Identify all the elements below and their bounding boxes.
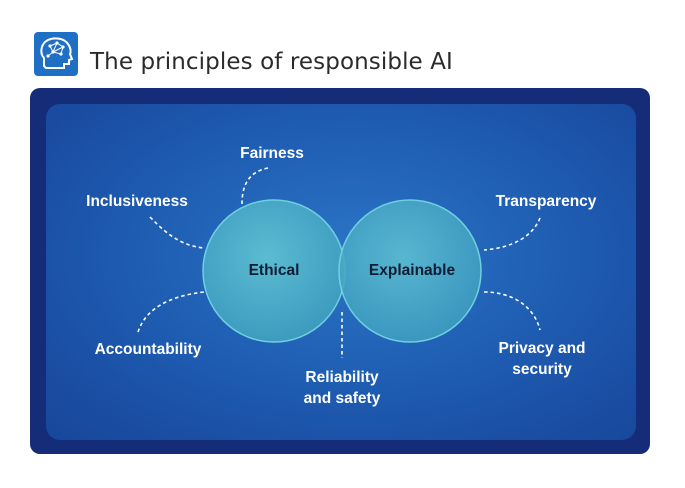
inclusiveness-label: Inclusiveness (86, 193, 188, 210)
explainable-circle (338, 199, 482, 343)
brain-head-icon (34, 32, 78, 76)
fairness-connector (241, 167, 269, 205)
fairness-label: Fairness (240, 145, 304, 162)
accountability-connector (137, 291, 205, 333)
reliability-label: Reliability and safety (303, 369, 381, 407)
ethical-label: Ethical (248, 262, 300, 279)
transparency-connector (483, 217, 541, 251)
privacy-label: Privacy and security (498, 340, 586, 378)
explainable-label: Explainable (368, 262, 456, 279)
transparency-label: Transparency (495, 193, 597, 210)
page-title: The principles of responsible AI (90, 49, 453, 75)
accountability-label: Accountability (94, 341, 202, 358)
privacy-connector (483, 291, 541, 331)
inclusiveness-connector (149, 216, 205, 249)
